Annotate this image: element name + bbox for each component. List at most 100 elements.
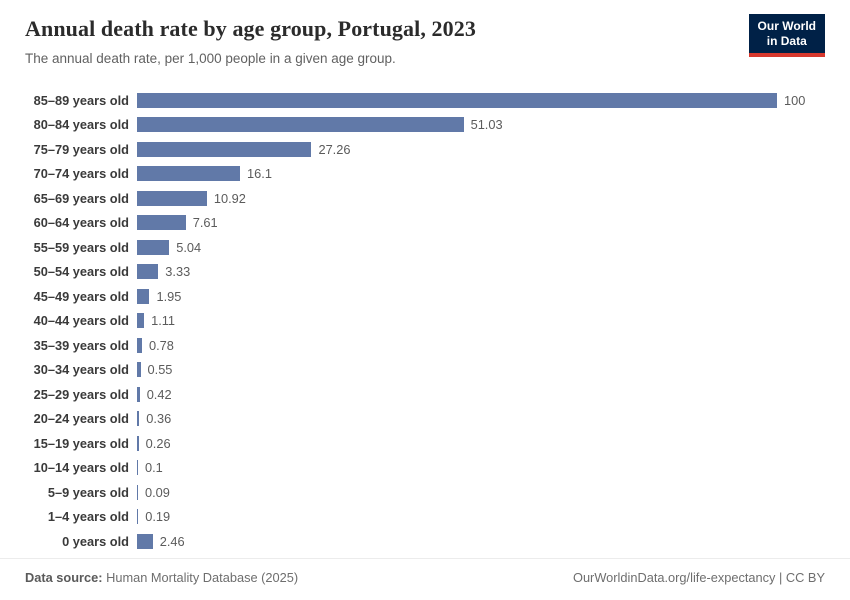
bar[interactable] bbox=[137, 435, 139, 451]
category-label: 70–74 years old bbox=[33, 166, 129, 182]
value-label: 2.46 bbox=[159, 533, 185, 549]
data-source-value[interactable]: Human Mortality Database (2025) bbox=[106, 570, 299, 585]
category-label: 35–39 years old bbox=[33, 337, 129, 353]
chart-subtitle: The annual death rate, per 1,000 people … bbox=[25, 51, 396, 66]
bar-area: 51.03 bbox=[137, 117, 825, 133]
bar-area: 0.26 bbox=[137, 435, 825, 451]
chart-row: 5–9 years old 0.09 bbox=[25, 480, 825, 505]
chart-row: 0 years old 2.46 bbox=[25, 529, 825, 554]
footer-credit[interactable]: OurWorldinData.org/life-expectancy | CC … bbox=[572, 570, 825, 585]
category-label: 75–79 years old bbox=[33, 141, 129, 157]
bar[interactable] bbox=[137, 337, 142, 353]
value-label: 0.36 bbox=[146, 411, 172, 427]
bar-chart: 85–89 years old 100 80–84 years old 51.03 75… bbox=[25, 88, 825, 558]
value-label: 0.09 bbox=[145, 484, 170, 500]
bar[interactable] bbox=[137, 509, 139, 525]
chart-row: 1–4 years old 0.19 bbox=[25, 505, 825, 530]
value-label: 3.33 bbox=[165, 264, 191, 280]
bar[interactable] bbox=[137, 362, 141, 378]
chart-row: 50–54 years old 3.33 bbox=[25, 260, 825, 285]
category-label: 1–4 years old bbox=[47, 509, 129, 525]
value-label: 100 bbox=[784, 92, 806, 108]
bar-area: 0.42 bbox=[137, 386, 825, 402]
chart-row: 80–84 years old 51.03 bbox=[25, 113, 825, 138]
value-label: 0.26 bbox=[145, 435, 171, 451]
bar-area: 0.09 bbox=[137, 484, 825, 500]
value-label: 5.04 bbox=[176, 239, 202, 255]
chart-row: 35–39 years old 0.78 bbox=[25, 333, 825, 358]
chart-row: 85–89 years old 100 bbox=[25, 88, 825, 113]
bar-area: 0.78 bbox=[137, 337, 825, 353]
category-label: 40–44 years old bbox=[33, 313, 129, 329]
bar[interactable] bbox=[137, 386, 140, 402]
chart-row: 75–79 years old 27.26 bbox=[25, 137, 825, 162]
chart-footer: Data source: Human Mortality Database (2… bbox=[0, 558, 850, 600]
chart-header: Annual death rate by age group, Portugal… bbox=[25, 14, 825, 66]
bar[interactable] bbox=[137, 215, 186, 231]
bar[interactable] bbox=[137, 313, 145, 329]
bar-area: 2.46 bbox=[137, 533, 825, 549]
data-source-label: Data source: bbox=[25, 570, 103, 585]
bar[interactable] bbox=[137, 288, 150, 304]
bar-area: 0.36 bbox=[137, 411, 825, 427]
chart-row: 60–64 years old 7.61 bbox=[25, 211, 825, 236]
owid-logo-line2: in Data bbox=[766, 34, 807, 48]
category-label: 20–24 years old bbox=[33, 411, 129, 427]
value-label: 0.42 bbox=[146, 386, 172, 402]
category-label: 0 years old bbox=[62, 533, 129, 549]
category-label: 65–69 years old bbox=[33, 190, 129, 206]
bar-area: 10.92 bbox=[137, 190, 825, 206]
value-label: 1.95 bbox=[156, 288, 182, 304]
bar-area: 1.11 bbox=[137, 313, 825, 329]
value-label: 0.19 bbox=[145, 509, 171, 525]
chart-row: 65–69 years old 10.92 bbox=[25, 186, 825, 211]
owid-logo-line1: Our World bbox=[757, 19, 816, 33]
bar[interactable] bbox=[137, 190, 207, 206]
bar-area: 16.1 bbox=[137, 166, 825, 182]
bar-area: 0.19 bbox=[137, 509, 825, 525]
bar-area: 27.26 bbox=[137, 141, 825, 157]
category-label: 85–89 years old bbox=[33, 92, 129, 108]
bar-area: 0.55 bbox=[137, 362, 825, 378]
bar[interactable] bbox=[137, 264, 159, 280]
category-label: 55–59 years old bbox=[33, 239, 129, 255]
bar[interactable] bbox=[137, 141, 312, 157]
category-label: 25–29 years old bbox=[33, 386, 129, 402]
category-label: 50–54 years old bbox=[33, 264, 129, 280]
chart-row: 30–34 years old 0.55 bbox=[25, 358, 825, 383]
bar-area: 5.04 bbox=[137, 239, 825, 255]
category-label: 10–14 years old bbox=[33, 460, 129, 476]
owid-logo[interactable]: Our World in Data bbox=[748, 14, 825, 57]
value-label: 51.03 bbox=[470, 117, 503, 133]
bar[interactable] bbox=[137, 460, 138, 476]
category-label: 30–34 years old bbox=[33, 362, 129, 378]
bar-area: 1.95 bbox=[137, 288, 825, 304]
bar[interactable] bbox=[137, 533, 153, 549]
chart-title: Annual death rate by age group, Portugal… bbox=[25, 16, 476, 41]
chart-row: 25–29 years old 0.42 bbox=[25, 382, 825, 407]
category-label: 5–9 years old bbox=[47, 484, 129, 500]
value-label: 7.61 bbox=[192, 215, 218, 231]
bar[interactable] bbox=[137, 166, 241, 182]
data-source-note: Data source: Human Mortality Database (2… bbox=[25, 570, 298, 585]
category-label: 80–84 years old bbox=[33, 117, 129, 133]
bar[interactable] bbox=[137, 239, 170, 255]
chart-row: 20–24 years old 0.36 bbox=[25, 407, 825, 432]
bar-area: 3.33 bbox=[137, 264, 825, 280]
value-label: 16.1 bbox=[247, 166, 272, 182]
bar[interactable] bbox=[137, 411, 140, 427]
bar[interactable] bbox=[137, 92, 777, 108]
category-label: 60–64 years old bbox=[33, 215, 129, 231]
chart-row: 15–19 years old 0.26 bbox=[25, 431, 825, 456]
chart-row: 10–14 years old 0.1 bbox=[25, 456, 825, 481]
bar[interactable] bbox=[137, 117, 464, 133]
bar-area: 0.1 bbox=[137, 460, 825, 476]
chart-row: 55–59 years old 5.04 bbox=[25, 235, 825, 260]
value-label: 27.26 bbox=[318, 141, 351, 157]
bar-area: 100 bbox=[137, 92, 825, 108]
category-label: 45–49 years old bbox=[33, 288, 129, 304]
value-label: 0.78 bbox=[148, 337, 174, 353]
bar[interactable] bbox=[137, 484, 138, 500]
chart-row: 45–49 years old 1.95 bbox=[25, 284, 825, 309]
